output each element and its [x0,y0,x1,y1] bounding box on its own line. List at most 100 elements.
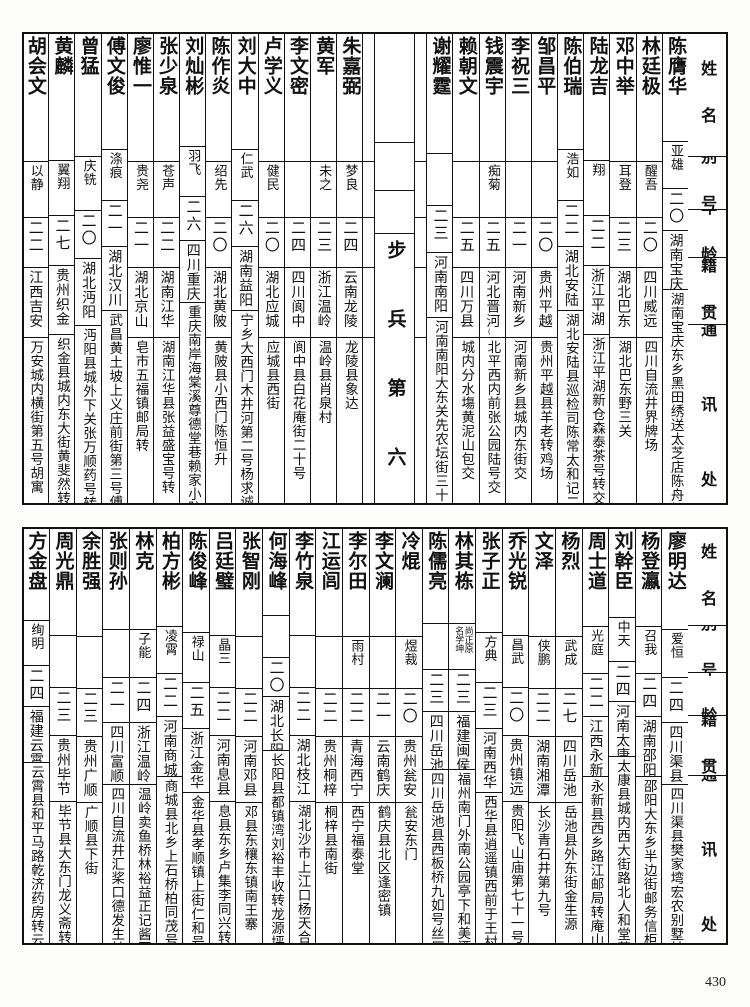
roster-entry-column[interactable]: 张子正 方典 二三 河南西华 西华县逍遥镇西前于王村 [475,529,502,943]
roster-entry-column[interactable]: 陈儒亮 二三 四川岳池 四川岳池县西板桥九如号丝厂转 [421,529,449,943]
entry-name: 钱震宇 [479,34,505,162]
roster-entry-column[interactable]: 周士道 光庭 二二 江西永新 永新县西乡路江邮局转庵山村 [581,529,609,943]
roster-entry-column[interactable]: 柏方彬 凌霄 二二 河南商城 商城县北乡上石桥柏同茂号转 [155,529,183,943]
entry-age-text: 二二 [347,691,366,725]
header-label-origin-text: 籍 贯 [698,716,718,776]
roster-entry-column[interactable]: 林廷极 醒吾 二〇 四川威远 四川自流井界牌场 [635,34,662,503]
roster-entry-column[interactable]: 陆龙吉翔二二 浙江平湖 浙江平湖新仓森泰茶号转交 [583,34,610,503]
entry-name-text: 林廷极 [638,36,661,96]
entry-origin: 河南新乡 [505,268,531,338]
entry-alias: 涤痕 [101,150,127,202]
entry-alias: 凌霄 [156,627,183,674]
entry-alias-text: 雨村 [348,639,364,666]
roster-entry-column[interactable]: 黄军 未之 二三 浙江温岭 温岭县肖泉村 [309,34,337,503]
entry-name: 邹昌平 [531,34,558,162]
entry-origin-text: 青海西宁 [347,739,364,797]
entry-name: 李文澜 [369,529,396,637]
roster-entry-column[interactable]: 文泽 侠鹏 二二 湖南湘潭 长沙青石井第九号 [528,529,555,943]
roster-entry-column[interactable]: 卢学义 健民 二〇 湖北应城 应城县西街 [257,34,284,503]
entry-name-text: 廖明达 [664,531,687,591]
entry-name-text: 冷焜 [398,531,421,571]
roster-entry-column[interactable]: 曾猛 庆铣 二〇 湖北沔阳 沔阳县城外下关张万顺药号转 [74,34,101,503]
entry-origin-text: 河南邓县 [241,739,258,797]
entry-age: 二一 [101,201,127,247]
roster-entry-column[interactable]: 陈伯瑞 浩如 二二 湖北安陆 湖北安陆县巡检司陈常太和记二房 [557,34,584,503]
roster-entry-column[interactable]: 张少泉 苍声 二二 湖南江华 湖南江华县张益盛宝号转 [152,34,180,503]
roster-entry-column[interactable]: 张智刚 二二 河南邓县 邓县东穰东镇南王寨 [235,529,262,943]
entry-origin: 浙江温岭 [129,723,156,785]
entry-origin: 湖南湘潭 [529,737,555,803]
roster-entry-column[interactable]: 余胜强 二三 贵州广顺 广顺县下街 [75,529,103,943]
roster-entry-column[interactable]: 廖明达 爱恒 二四 四川渠县 四川渠县樊家塆宏农别墅转 [661,529,688,943]
entry-alias: 绍先 [206,162,232,218]
roster-entry-column[interactable]: 江运闾 二二 贵州桐梓 桐梓县南街 [315,529,342,943]
entry-age-text: 二三 [81,691,100,725]
roster-entry-column[interactable]: 李文澜 二一 云南鹤庆 鹤庆县北区逢密镇 [368,529,396,943]
entry-age-text: 二二 [158,220,177,254]
roster-entry-column[interactable]: 谢耀霆 二三 河南南阳 河南南阳大东关先农坛街三十号 [426,34,453,503]
spacer-cell [415,338,426,503]
header-label-alias-text: 别 号 [698,626,718,674]
spacer-cell [415,268,427,338]
entry-age: 二二 [209,688,236,737]
roster-entry-column[interactable]: 何海峰 二〇 湖北长阳 长阳县都镇湾刘裕丰收转龙源坪三元林 [262,529,289,943]
roster-entry-column[interactable]: 李文密 二四 四川阆中 阆中县白花庵街二十号 [283,34,310,503]
roster-entry-column[interactable]: 吕廷璧 晶三 二二 河南息县 息县东乡卢集李同兴转 [208,529,236,943]
entry-age: 二二 [289,688,316,737]
entry-age-text: 二一 [510,220,529,254]
roster-entry-column[interactable]: 乔光锐 昌武 二〇 贵州镇远 贵阳飞山庙第七十一号 [501,529,529,943]
entry-alias-text: 爱恒 [667,631,683,659]
roster-entry-column[interactable]: 廖惟一 贵尧 二一 湖北京山 皂市五福镇邮局转 [126,34,153,503]
header-label-name: 姓 名 [688,529,726,627]
entry-address-text: 温岭县肖泉村 [315,340,332,424]
entry-alias-text: 武成 [561,639,577,666]
roster-entry-column[interactable]: 方金盘 绚明 二四 福建云霄 云霄县和平马路乾济药房转云霞村 [22,529,49,943]
entry-origin: 贵州织金 [49,266,75,335]
roster-entry-column[interactable]: 黄麟 翼翔 二七 贵州织金 织金县城内东大街黄斐然转 [48,34,75,503]
roster-entry-column[interactable]: 冷焜 煜裁 二〇 贵州瓮安 瓮安东门 [395,529,422,943]
roster-entry-column[interactable]: 张则孙 二一 四川富顺 四川自流井汇桨口德发生转 [102,529,129,943]
roster-entry-column[interactable]: 胡会文 以静 二二 江西吉安 万安城内横街第五号胡寓 [22,34,49,503]
entry-alias: 光庭 [582,627,609,674]
roster-entry-column[interactable]: 周光鼎 二三 贵州毕节 毕节县大东门龙义斋转 [49,529,76,943]
roster-entry-column[interactable]: 陈作炎 绍先 二〇 湖北黄陂 黄陂县小西门陈恒升 [205,34,232,503]
entry-address: 浙江平湖新仓森泰茶号转交 [584,335,609,503]
entry-age: 二〇 [258,218,284,268]
entry-name: 胡会文 [22,34,49,162]
entry-age-text: 二一 [105,203,124,238]
entry-origin-text: 湖北汉川 [106,248,123,307]
entry-address: 西宁福泰堂 [343,803,369,943]
roster-entry-column[interactable]: 杨烈 武成 二七 四川岳池 岳池县外东街金生源 [554,529,582,943]
roster-entry-column[interactable]: 邓中举 耳登 二三 湖北巴东 湖北巴东野三关 [609,34,636,503]
entry-origin-text: 四川威远 [641,270,658,328]
roster-entry-column[interactable]: 李祝三 二一 河南新乡 河南新乡县城内东街交 [504,34,531,503]
roster-entry-column[interactable]: 陈俊峰 禄山 二五 浙江金华 金华县孝顺镇上街仁和号 [182,529,209,943]
roster-entry-column[interactable]: 刘大中 仁武 二六 湖南益阳 宁乡大西门木井河第二号杨求诚堂 [231,34,258,503]
header-label-name-text: 姓 名 [698,542,718,612]
roster-entry-column[interactable]: 林克 子能 二四 浙江温岭 温岭卖鱼桥林裕益正记酱园 [128,529,156,943]
roster-entry-column[interactable]: 刘灿彬 羽飞 二六 四川重庆 重庆南岸海棠溪尊德堂巷赖家小院转 [179,34,206,503]
roster-entry-column[interactable]: 朱嘉弼 梦良 二四 云南龙陵 龙陵县象达 [336,34,363,503]
roster-entry-column[interactable]: 赖朝文 二五 四川万县 城内分水塲黄泥山包交 [452,34,479,503]
entry-alias-text: 禄山 [188,634,204,662]
entry-name-text: 杨登瀛 [638,531,661,591]
entry-alias: 禄山 [183,633,209,684]
entry-name: 周光鼎 [50,529,76,637]
entry-name-text: 周士道 [585,531,607,591]
roster-entry-column[interactable]: 傅文俊 涤痕 二一 湖北汉川 武昌黄土坡上义庄前街第三号傅宅 [100,34,127,503]
entry-origin-text: 湖南宝庆 [667,233,684,291]
entry-age: 二二 [22,218,49,268]
roster-entry-column[interactable]: 李竹泉 二二 湖北枝江 湖北沙市上江口杨天合 [288,529,316,943]
roster-entry-column[interactable]: 林其栋 尚正原 名学坤 二三 福建闽侯 福州南门外南公园亭下和美酒库 [448,529,475,943]
entry-origin-text: 浙江金华 [188,731,205,790]
roster-entry-column[interactable]: 李尔田 雨村 二二 青海西宁 西宁福泰堂 [341,529,369,943]
roster-entry-column[interactable]: 刘幹臣 中天 二四 河南太康 太康县城内西大街路北人和堂药铺转 [608,529,635,943]
entry-alias [263,616,289,659]
roster-entry-column[interactable]: 邹昌平 二〇 贵州平越 贵州平越县羊老转鸡场 [530,34,558,503]
entry-alias-text: 侠鹏 [534,639,550,666]
header-label-alias: 别 号 [688,626,726,674]
entry-name-text: 张则孙 [105,531,128,591]
roster-entry-column[interactable]: 杨登瀛 召我 二四 湖南邵阳 邵阳大东乡半边街邮务信柜转 [634,529,662,943]
roster-entry-column[interactable]: 陈膺华 亚雄 二〇 湖南宝庆 湖南宝庆东乡黑田绣送太芝店陈舟樨堂交 [661,34,688,503]
